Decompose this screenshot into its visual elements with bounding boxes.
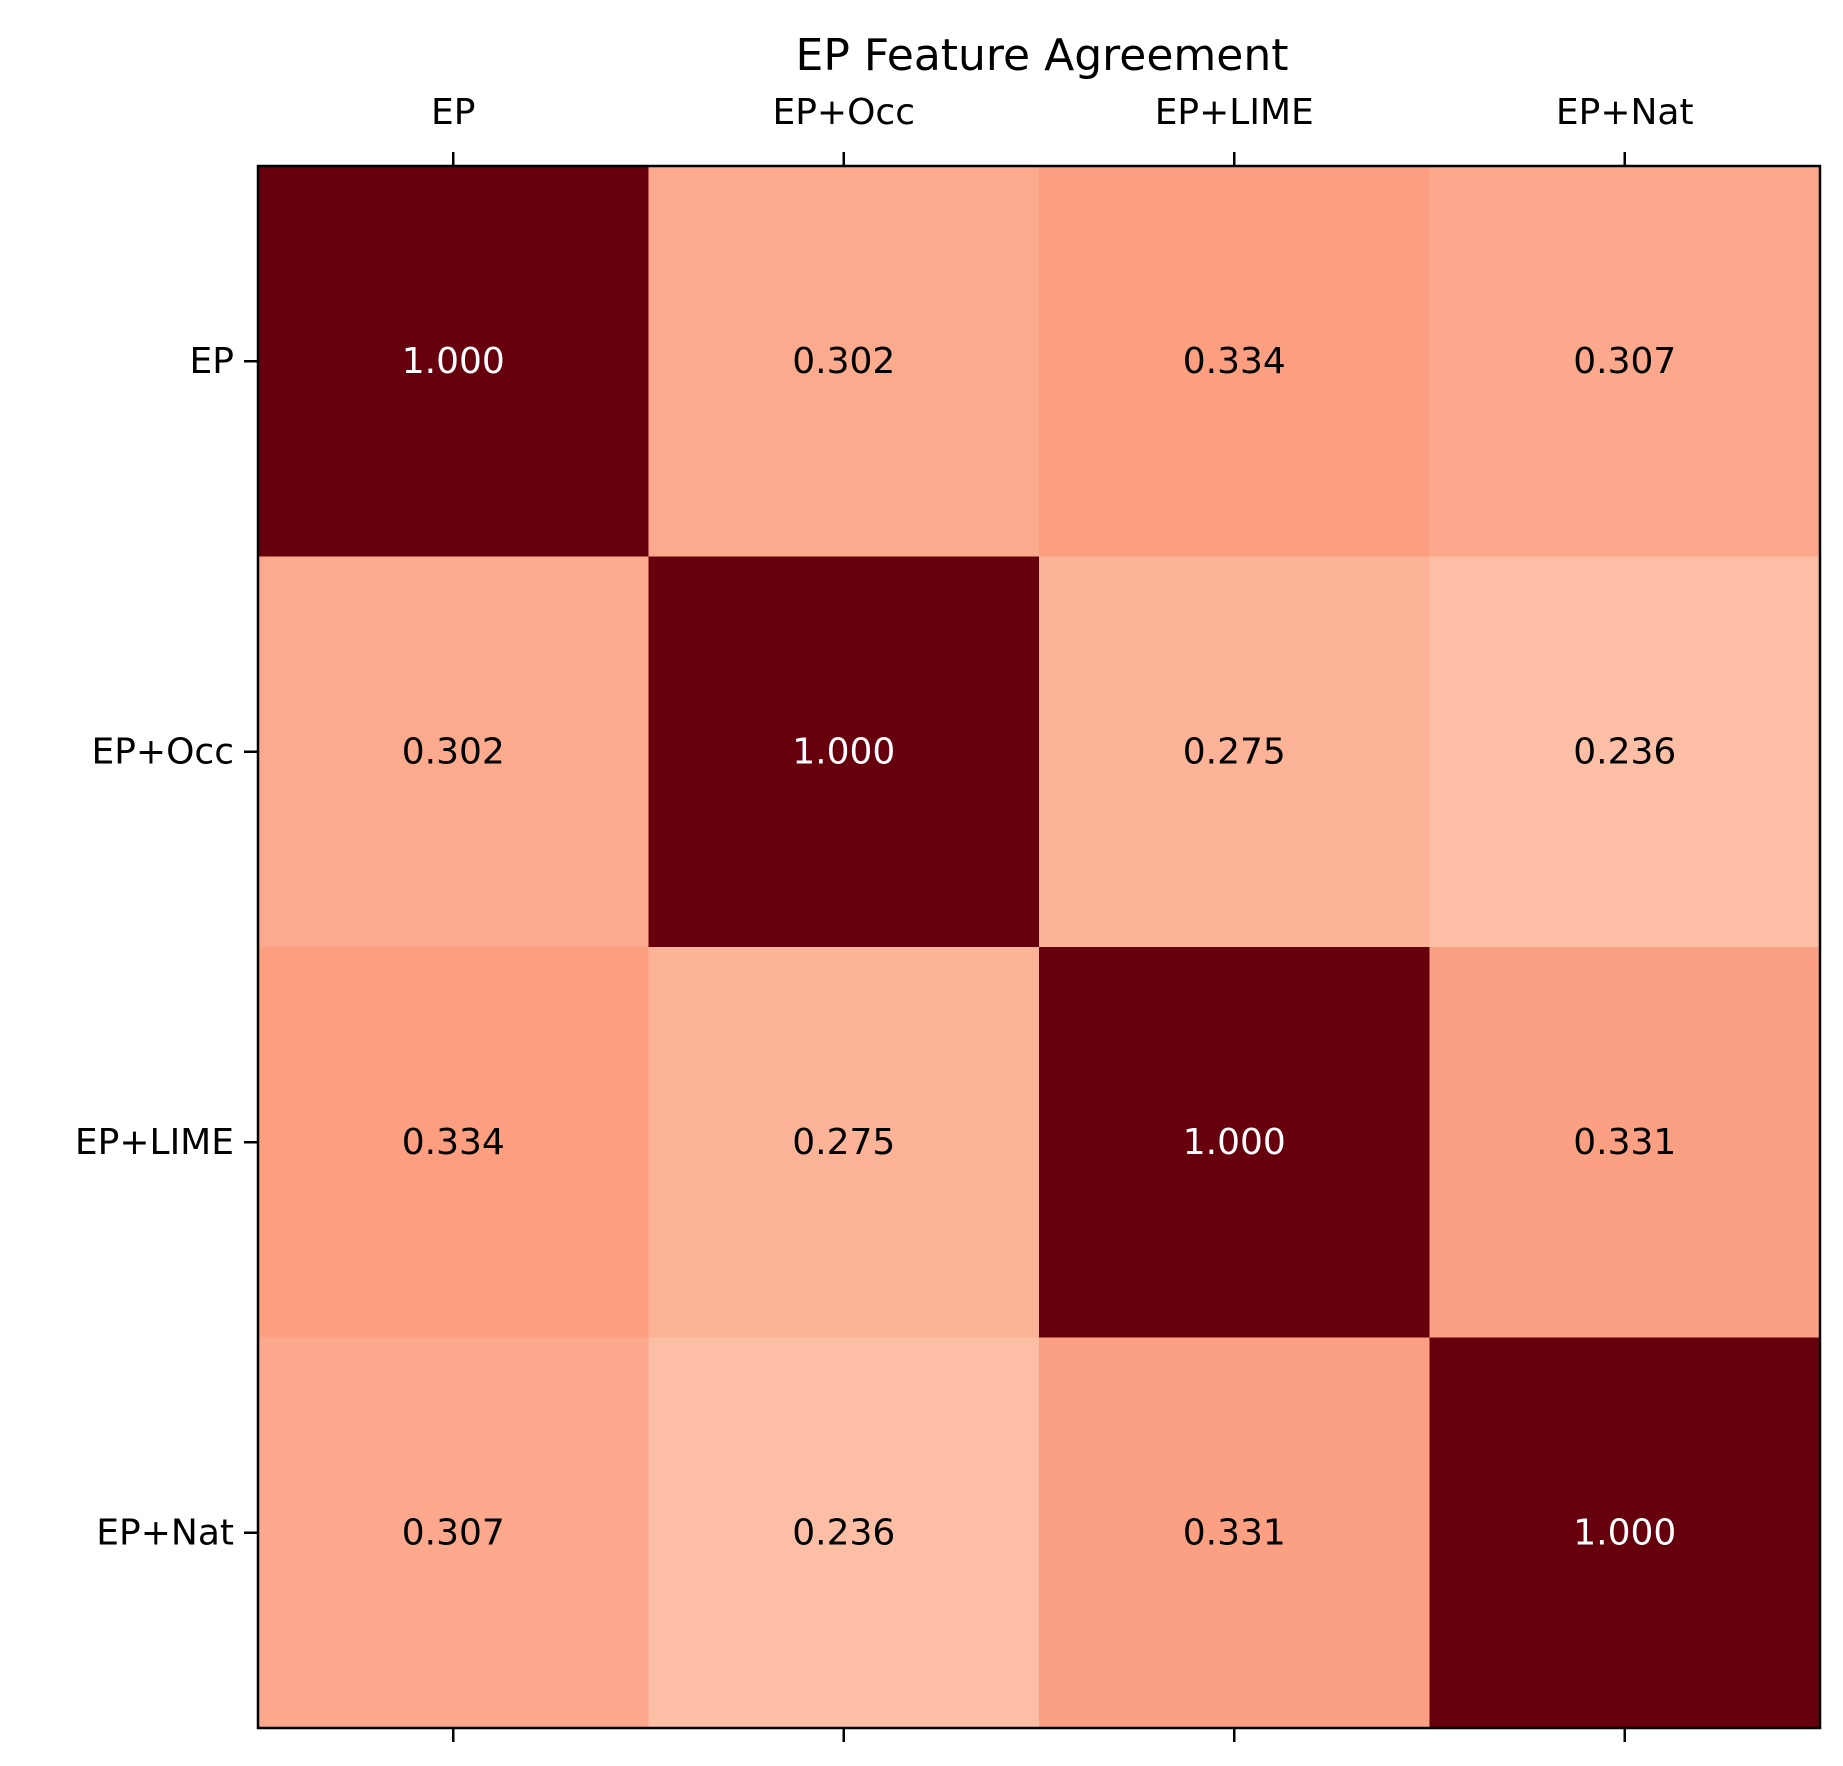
cell-value-label: 0.275 <box>1183 731 1286 772</box>
heatmap-cell <box>648 1337 1040 1729</box>
heatmap-cell <box>1039 166 1430 557</box>
cell-value-label: 0.331 <box>1573 1122 1676 1163</box>
x-tick-label: EP+Occ <box>772 92 915 133</box>
x-tick-label: EP+Nat <box>1556 92 1694 133</box>
cell-value-label: 1.000 <box>792 731 895 772</box>
heatmap-value-labels: 1.000 0.302 0.334 0.307 0.302 1.000 0.275 0.236… <box>402 341 1677 1554</box>
chart-title: EP Feature Agreement <box>796 30 1289 81</box>
plot-frame <box>256 164 1822 1730</box>
heatmap-cells <box>258 166 1821 1729</box>
heatmap-cell <box>258 947 649 1338</box>
heatmap-cell <box>258 1337 649 1729</box>
heatmap-cell <box>258 166 649 557</box>
heatmap-cell <box>648 947 1040 1338</box>
cell-value-label: 0.275 <box>792 1122 895 1163</box>
y-tick-label: EP+Nat <box>96 1512 234 1553</box>
cell-value-label: 0.307 <box>1573 341 1676 382</box>
cell-value-label: 0.331 <box>1183 1512 1286 1553</box>
heatmap-cell <box>1039 556 1430 948</box>
y-tick-label: EP+LIME <box>75 1122 234 1163</box>
heatmap-cell <box>1429 947 1821 1338</box>
heatmap-cell <box>1039 1337 1430 1729</box>
heatmap-cell <box>258 556 649 948</box>
cell-value-label: 0.302 <box>792 341 895 382</box>
cell-value-label: 1.000 <box>1573 1512 1676 1553</box>
heatmap-cell <box>1429 556 1821 948</box>
cell-value-label: 1.000 <box>402 341 505 382</box>
x-tick-label: EP <box>431 92 475 133</box>
y-tick-label: EP <box>190 341 234 382</box>
heatmap-cell <box>1429 166 1821 557</box>
cell-value-label: 0.236 <box>792 1512 895 1553</box>
cell-value-label: 0.302 <box>402 731 505 772</box>
cell-value-label: 0.307 <box>402 1512 505 1553</box>
cell-value-label: 0.334 <box>402 1122 505 1163</box>
cell-value-label: 1.000 <box>1183 1122 1286 1163</box>
y-axis-ticks: EP EP+Occ EP+LIME EP+Nat <box>75 341 258 1553</box>
heatmap-cell <box>648 166 1040 557</box>
cell-value-label: 0.334 <box>1183 341 1286 382</box>
heatmap-cell <box>1039 947 1430 1338</box>
x-tick-label: EP+LIME <box>1155 92 1314 133</box>
cell-value-label: 0.236 <box>1573 731 1676 772</box>
x-axis-ticks: EP EP+Occ EP+LIME EP+Nat <box>431 92 1694 1742</box>
heatmap-cell <box>648 556 1040 948</box>
y-tick-label: EP+Occ <box>91 731 234 772</box>
heatmap-cell <box>1429 1337 1821 1729</box>
